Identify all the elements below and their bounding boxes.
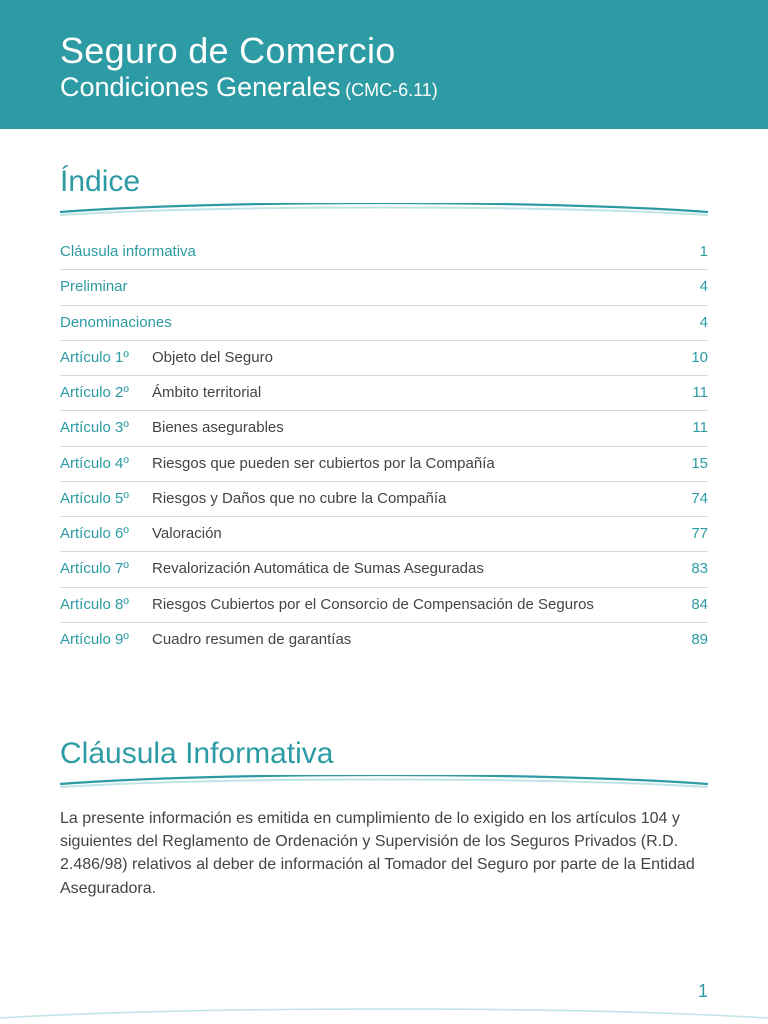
- toc-entry-page: 77: [676, 524, 708, 544]
- toc-article-desc: Bienes asegurables: [152, 418, 676, 438]
- header-title: Seguro de Comercio: [60, 30, 708, 72]
- toc-article-desc: Valoración: [152, 524, 676, 544]
- toc-entry-label: Denominaciones: [60, 313, 676, 333]
- clause-heading: Cláusula Informativa: [60, 737, 708, 771]
- toc-article-label: Artículo 7º: [60, 559, 152, 579]
- toc-entry-page: 89: [676, 630, 708, 650]
- header-code: (CMC-6.11): [345, 80, 438, 100]
- toc-article-desc: Revalorización Automática de Sumas Asegu…: [152, 559, 676, 579]
- page-number: 1: [698, 981, 708, 1002]
- toc-row: Preliminar 4: [60, 270, 708, 305]
- toc-entry-page: 84: [676, 595, 708, 615]
- toc-article-desc: Riesgos Cubiertos por el Consorcio de Co…: [152, 595, 676, 615]
- toc-article-desc: Ámbito territorial: [152, 383, 676, 403]
- toc-entry-page: 11: [676, 418, 708, 438]
- toc-article-label: Artículo 2º: [60, 383, 152, 403]
- toc-entry-page: 4: [676, 313, 708, 333]
- toc-row: Artículo 6º Valoración 77: [60, 517, 708, 552]
- toc-row: Cláusula informativa 1: [60, 235, 708, 270]
- toc-article-desc: Cuadro resumen de garantías: [152, 630, 676, 650]
- toc-article-desc: Riesgos que pueden ser cubiertos por la …: [152, 454, 676, 474]
- toc-article-label: Artículo 8º: [60, 595, 152, 615]
- clause-body-text: La presente información es emitida en cu…: [60, 807, 708, 900]
- toc-entry-page: 11: [676, 383, 708, 403]
- toc-entry-page: 1: [676, 242, 708, 262]
- toc-entry-page: 74: [676, 489, 708, 509]
- toc-article-label: Artículo 5º: [60, 489, 152, 509]
- toc-row: Artículo 9º Cuadro resumen de garantías …: [60, 623, 708, 657]
- toc-entry-page: 10: [676, 348, 708, 368]
- index-heading: Índice: [60, 165, 708, 199]
- header-subtitle: Condiciones Generales: [60, 72, 341, 102]
- toc-row: Artículo 7º Revalorización Automática de…: [60, 552, 708, 587]
- divider-swoosh-icon: [60, 775, 708, 789]
- toc-row: Artículo 2º Ámbito territorial 11: [60, 376, 708, 411]
- divider-swoosh-icon: [60, 203, 708, 217]
- toc-entry-page: 15: [676, 454, 708, 474]
- clause-section: Cláusula Informativa La presente informa…: [60, 737, 708, 900]
- toc-row: Denominaciones 4: [60, 306, 708, 341]
- toc-entry-page: 4: [676, 277, 708, 297]
- toc-row: Artículo 8º Riesgos Cubiertos por el Con…: [60, 588, 708, 623]
- toc-entry-label: Cláusula informativa: [60, 242, 676, 262]
- toc-article-label: Artículo 4º: [60, 454, 152, 474]
- toc-article-label: Artículo 9º: [60, 630, 152, 650]
- footer-curve-icon: [0, 1004, 768, 1024]
- toc-row: Artículo 4º Riesgos que pueden ser cubie…: [60, 447, 708, 482]
- header-subtitle-line: Condiciones Generales (CMC-6.11): [60, 72, 708, 103]
- toc-row: Artículo 3º Bienes asegurables 11: [60, 411, 708, 446]
- document-header: Seguro de Comercio Condiciones Generales…: [0, 0, 768, 129]
- toc-entry-label: Preliminar: [60, 277, 676, 297]
- toc-article-label: Artículo 1º: [60, 348, 152, 368]
- toc-article-label: Artículo 6º: [60, 524, 152, 544]
- table-of-contents: Cláusula informativa 1 Preliminar 4 Deno…: [60, 235, 708, 657]
- toc-entry-page: 83: [676, 559, 708, 579]
- toc-article-desc: Objeto del Seguro: [152, 348, 676, 368]
- toc-row: Artículo 5º Riesgos y Daños que no cubre…: [60, 482, 708, 517]
- toc-article-label: Artículo 3º: [60, 418, 152, 438]
- toc-article-desc: Riesgos y Daños que no cubre la Compañía: [152, 489, 676, 509]
- toc-row: Artículo 1º Objeto del Seguro 10: [60, 341, 708, 376]
- page-content: Índice Cláusula informativa 1 Preliminar…: [0, 129, 768, 900]
